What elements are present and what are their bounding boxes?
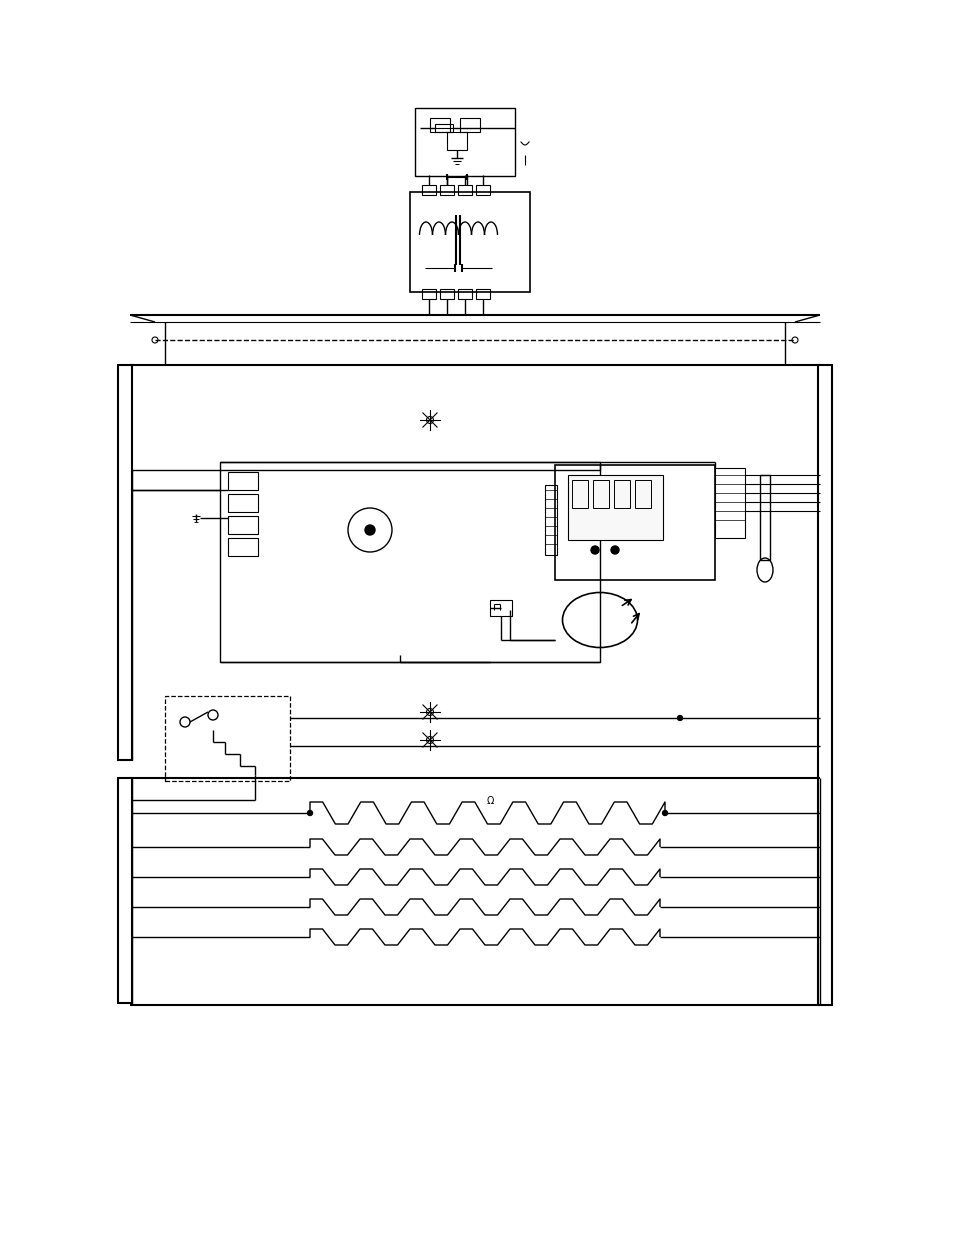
Bar <box>614 480 629 508</box>
Bar <box>415 107 515 177</box>
Bar <box>228 472 257 490</box>
Bar <box>572 480 587 508</box>
Circle shape <box>610 546 618 555</box>
Bar <box>228 494 257 513</box>
Bar <box>567 475 662 540</box>
Bar <box>760 475 769 559</box>
Circle shape <box>365 525 375 535</box>
Circle shape <box>307 810 313 815</box>
Circle shape <box>661 810 667 815</box>
Bar <box>459 119 479 132</box>
Bar <box>118 778 132 1003</box>
Bar <box>439 289 454 299</box>
Bar <box>490 600 512 616</box>
Bar <box>457 289 472 299</box>
Circle shape <box>590 546 598 555</box>
Bar <box>544 485 557 555</box>
Bar <box>593 480 608 508</box>
Bar <box>817 366 831 1005</box>
Bar <box>430 119 450 132</box>
Bar <box>447 132 467 149</box>
Bar <box>714 468 744 538</box>
Bar <box>476 289 490 299</box>
Bar <box>435 124 453 132</box>
Bar <box>421 185 436 195</box>
Bar <box>476 185 490 195</box>
Bar <box>635 480 650 508</box>
Bar <box>421 289 436 299</box>
Bar <box>457 185 472 195</box>
Text: Ω: Ω <box>486 797 493 806</box>
Bar <box>555 466 714 580</box>
Bar <box>228 516 257 534</box>
Bar <box>118 366 132 760</box>
Circle shape <box>677 715 681 720</box>
Bar <box>410 191 530 291</box>
Bar <box>228 538 257 556</box>
Bar <box>220 462 599 662</box>
Bar <box>439 185 454 195</box>
Bar <box>165 697 290 781</box>
